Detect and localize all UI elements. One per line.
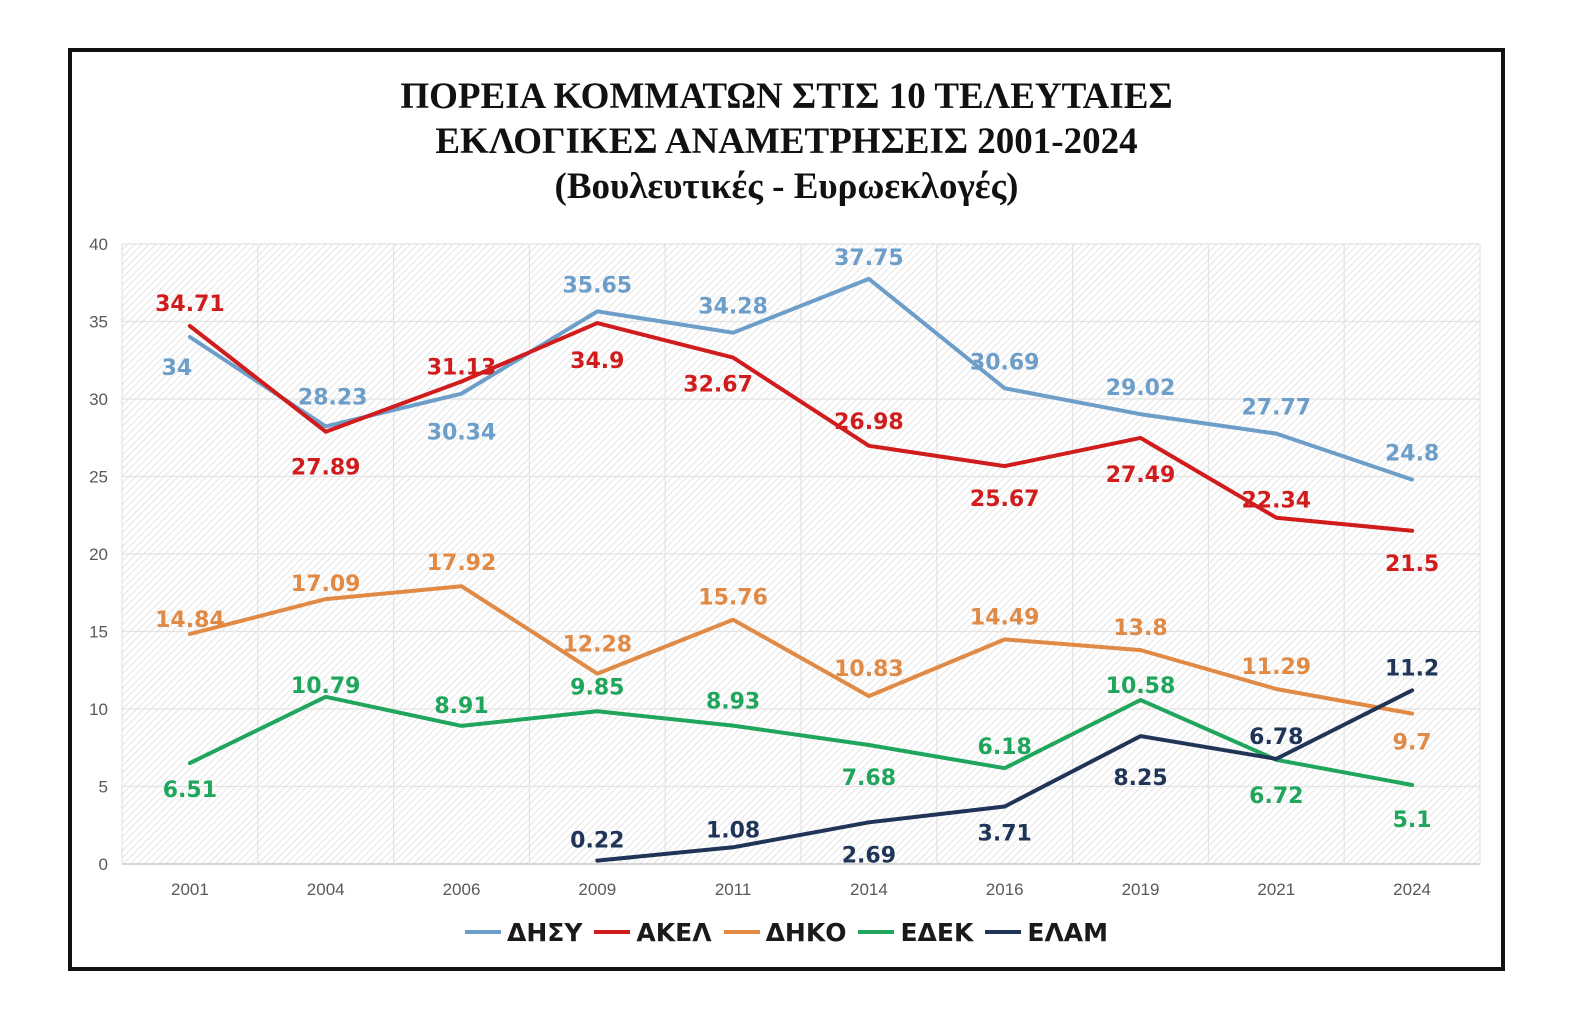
- data-label: 5.1: [1393, 808, 1432, 833]
- legend-swatch: [858, 930, 895, 934]
- data-label: 14.49: [970, 605, 1040, 630]
- data-label: 22.34: [1242, 489, 1312, 514]
- x-tick-label: 2019: [1122, 880, 1160, 899]
- data-label: 29.02: [1106, 376, 1176, 401]
- x-tick-label: 2011: [715, 880, 752, 899]
- data-label: 11.2: [1385, 656, 1439, 681]
- series-line: [595, 688, 1415, 863]
- data-label: 17.09: [291, 572, 361, 597]
- data-label: 3.71: [978, 821, 1032, 846]
- x-tick-label: 2021: [1257, 880, 1295, 899]
- legend-swatch: [723, 930, 760, 934]
- data-label: 34.71: [155, 292, 225, 317]
- x-tick-label: 2014: [850, 880, 888, 899]
- y-tick-label: 5: [99, 778, 108, 797]
- legend-item: ΑΚΕΛ: [594, 918, 712, 947]
- data-label: 34.28: [698, 295, 768, 320]
- data-label: 32.67: [683, 373, 753, 398]
- legend-item: ΕΛΑΜ: [985, 918, 1108, 947]
- y-tick-label: 35: [89, 313, 108, 332]
- data-label: 0.22: [570, 829, 624, 854]
- legend-item: ΔΗΚΟ: [723, 918, 847, 947]
- legend-label: ΑΚΕΛ: [636, 918, 712, 947]
- data-label: 9.7: [1393, 731, 1432, 756]
- data-label: 9.85: [570, 675, 624, 700]
- data-label: 1.08: [706, 818, 760, 843]
- data-label: 6.51: [163, 778, 217, 803]
- legend-swatch: [594, 930, 631, 934]
- data-label: 27.49: [1106, 463, 1176, 488]
- x-tick-label: 2006: [443, 880, 481, 899]
- data-label: 30.69: [970, 350, 1040, 375]
- data-label: 10.83: [834, 657, 904, 682]
- data-label: 13.8: [1113, 616, 1167, 641]
- data-label: 27.89: [291, 456, 361, 481]
- y-tick-label: 10: [89, 700, 108, 719]
- data-label: 8.91: [434, 694, 488, 719]
- data-label: 34: [162, 356, 193, 381]
- data-label: 14.84: [155, 608, 225, 633]
- data-label: 15.76: [698, 586, 768, 611]
- series-line: [187, 694, 1415, 787]
- x-tick-label: 2001: [171, 880, 209, 899]
- legend-label: ΔΗΣΥ: [506, 918, 583, 947]
- data-label: 6.78: [1249, 725, 1303, 750]
- data-label: 17.92: [427, 551, 497, 576]
- y-tick-label: 15: [89, 623, 108, 642]
- data-label: 8.25: [1113, 766, 1167, 791]
- data-label: 10.79: [291, 674, 361, 699]
- legend-swatch: [464, 930, 501, 934]
- x-tick-label: 2004: [307, 880, 345, 899]
- data-label: 27.77: [1242, 396, 1312, 421]
- chart-title-line-1: ΠΟΡΕΙΑ ΚΟΜΜΑΤΩΝ ΣΤΙΣ 10 ΤΕΛΕΥΤΑΙΕΣ: [400, 76, 1173, 117]
- data-label: 24.8: [1385, 442, 1439, 467]
- data-label: 30.34: [427, 421, 497, 446]
- data-label: 21.5: [1385, 552, 1439, 577]
- y-tick-label: 40: [89, 235, 108, 254]
- series-line: [187, 584, 1415, 716]
- x-tick-label: 2009: [578, 880, 616, 899]
- data-label: 31.13: [427, 355, 497, 380]
- chart-legend: ΔΗΣΥ ΑΚΕΛ ΔΗΚΟ ΕΔΕΚ ΕΛΑΜ: [72, 918, 1501, 947]
- data-label: 34.9: [570, 349, 624, 374]
- y-tick-label: 0: [99, 855, 108, 874]
- y-tick-label: 25: [89, 468, 108, 487]
- data-label: 6.18: [978, 735, 1032, 760]
- data-label: 37.75: [834, 246, 904, 271]
- data-label: 12.28: [563, 633, 633, 658]
- legend-label: ΔΗΚΟ: [765, 918, 847, 947]
- line-chart: 0 5 10 15 20 25 30 35 40 2001 2004 2006 2009 2011 2014…: [89, 235, 1481, 899]
- x-tick-label: 2016: [986, 880, 1024, 899]
- chart-title-line-3: (Βουλευτικές - Ευρωεκλογές): [554, 166, 1019, 207]
- series-line: [187, 321, 1415, 533]
- data-label: 28.23: [298, 385, 368, 410]
- data-label: 11.29: [1242, 655, 1312, 680]
- data-label: 10.58: [1106, 674, 1176, 699]
- y-tick-label: 30: [89, 390, 108, 409]
- chart-frame: ΠΟΡΕΙΑ ΚΟΜΜΑΤΩΝ ΣΤΙΣ 10 ΤΕΛΕΥΤΑΙΕΣ ΕΚΛΟΓ…: [68, 48, 1505, 971]
- legend-swatch: [985, 930, 1022, 934]
- legend-label: ΕΛΑΜ: [1027, 918, 1109, 947]
- legend-item: ΔΗΣΥ: [464, 918, 583, 947]
- x-tick-label: 2024: [1393, 880, 1431, 899]
- data-label: 35.65: [563, 273, 633, 298]
- data-label: 8.93: [706, 690, 760, 715]
- data-label: 7.68: [842, 766, 896, 791]
- legend-label: ΕΔΕΚ: [900, 918, 974, 947]
- data-label: 6.72: [1249, 784, 1303, 809]
- y-tick-label: 20: [89, 545, 108, 564]
- series-line: [187, 276, 1415, 482]
- chart-title-line-2: ΕΚΛΟΓΙΚΕΣ ΑΝΑΜΕΤΡΗΣΕΙΣ 2001-2024: [435, 121, 1138, 162]
- data-label: 25.67: [970, 487, 1040, 512]
- legend-item: ΕΔΕΚ: [858, 918, 973, 947]
- data-label: 2.69: [842, 843, 896, 868]
- data-label: 26.98: [834, 410, 904, 435]
